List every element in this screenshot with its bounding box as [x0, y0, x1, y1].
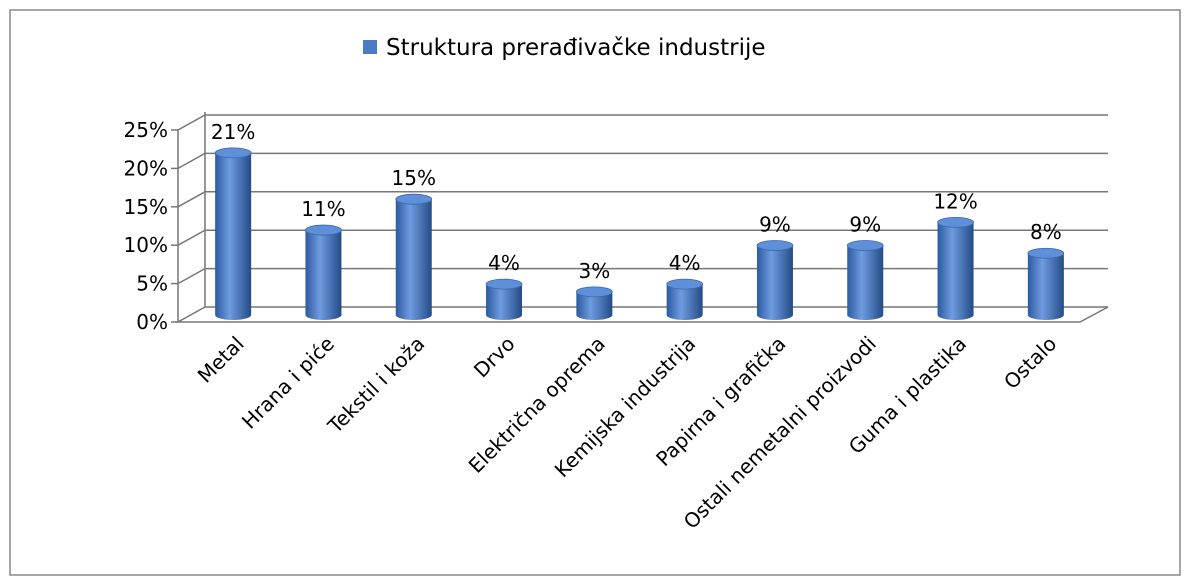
y-tick-label: 15%	[124, 195, 168, 219]
grid-line	[177, 114, 1108, 131]
grid-line	[177, 267, 1108, 285]
bar	[847, 240, 884, 320]
bar-top	[305, 224, 342, 236]
bar	[395, 194, 432, 320]
grid-line	[177, 191, 1108, 208]
y-tick-label: 25%	[124, 118, 168, 142]
bar	[486, 279, 523, 320]
legend-label: Struktura prerađivačke industrije	[386, 35, 766, 61]
legend-swatch	[363, 40, 377, 54]
bar	[305, 225, 342, 320]
bar-top	[666, 278, 704, 290]
bar	[1027, 248, 1064, 320]
y-tick-label: 5%	[136, 272, 168, 296]
bar	[215, 147, 252, 320]
grid-line	[177, 152, 1108, 170]
value-label: 21%	[211, 120, 255, 144]
y-tick-label: 20%	[124, 156, 168, 180]
bar-top	[1027, 247, 1065, 259]
value-label: 9%	[759, 213, 791, 237]
bar	[937, 217, 974, 320]
value-label: 4%	[669, 251, 701, 275]
grid-line	[177, 229, 1108, 246]
bar-top	[846, 240, 884, 251]
bar	[756, 240, 793, 320]
bar-top	[756, 240, 794, 251]
bar-top	[575, 286, 613, 298]
value-label: 11%	[301, 197, 345, 221]
bar-top	[214, 147, 252, 159]
value-label: 4%	[488, 251, 520, 275]
bar	[666, 279, 703, 320]
bar-top	[937, 216, 974, 228]
y-tick-label: 0%	[136, 310, 168, 334]
value-label: 3%	[578, 259, 610, 283]
value-label: 15%	[392, 166, 436, 190]
bar-top	[395, 193, 433, 205]
value-label: 12%	[933, 189, 977, 213]
value-label: 8%	[1030, 220, 1062, 244]
value-label: 9%	[849, 213, 881, 237]
y-tick-label: 10%	[124, 233, 168, 257]
bar-top	[485, 278, 523, 290]
